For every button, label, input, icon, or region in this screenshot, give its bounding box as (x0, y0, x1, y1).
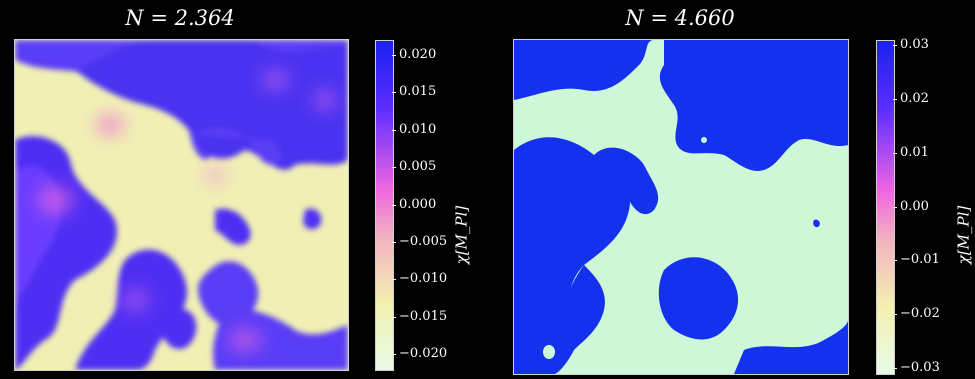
panel-2-colorbar-tick-mark (893, 207, 897, 208)
panel-2-colorbar-tick-mark (893, 99, 897, 100)
panel-1-colorbar-tick-mark (392, 279, 396, 280)
panel-1-field-svg (15, 40, 348, 370)
panel-1-colorbar-tick-mark (392, 92, 396, 93)
panel-2-field-map (513, 39, 849, 375)
panel-1-colorbar-tick-label: 0.000 (399, 197, 437, 212)
panel-2-colorbar-tick-label: −0.03 (900, 360, 940, 375)
panel-1-colorbar-tick-label: 0.015 (399, 84, 437, 99)
panel-2-colorbar-tick-label: 0.00 (900, 199, 929, 214)
panel-1-colorbar-tick-mark (392, 354, 396, 355)
panel-2-colorbar-tick-mark (893, 314, 897, 315)
panel-1-title: N = 2.364 (125, 6, 235, 30)
panel-2-colorbar-tick-mark (893, 45, 897, 46)
panel-1-colorbar-tick-label: 0.020 (399, 47, 437, 62)
panel-2-colorbar-label: χ[M_Pl] (954, 205, 973, 265)
panel-2-colorbar-tick-label: −0.02 (900, 306, 940, 321)
panel-1-colorbar-tick-label: −0.020 (399, 346, 448, 361)
panel-1-colorbar-tick-label: 0.005 (399, 159, 437, 174)
panel-1-colorbar-label: χ[M_Pl] (452, 205, 471, 265)
panel-2-colorbar-tick-mark (893, 368, 897, 369)
panel-1-colorbar-tick-mark (392, 242, 396, 243)
panel-2-colorbar-tick-label: 0.03 (900, 37, 929, 52)
panel-1-field-map (14, 39, 349, 371)
panel-1-colorbar-tick-mark (392, 55, 396, 56)
panel-2-title: N = 4.660 (625, 6, 735, 30)
panel-2-field-svg (514, 40, 848, 374)
panel-1-colorbar-tick-label: 0.010 (399, 122, 437, 137)
panel-1-colorbar-tick-label: −0.015 (399, 309, 448, 324)
panel-2-colorbar-tick-mark (893, 153, 897, 154)
panel-1-colorbar-tick-mark (392, 317, 396, 318)
panel-2-colorbar-tick-label: −0.01 (900, 252, 940, 267)
panel-2-colorbar-tick-label: 0.01 (900, 145, 929, 160)
panel-1-colorbar-tick-mark (392, 167, 396, 168)
panel-1-colorbar-tick-mark (392, 130, 396, 131)
panel-1-colorbar-tick-label: −0.005 (399, 234, 448, 249)
panel-1-colorbar-tick-label: −0.010 (399, 271, 448, 286)
panel-2-colorbar-tick-mark (893, 260, 897, 261)
panel-2-colorbar-tick-label: 0.02 (900, 91, 929, 106)
panel-1-colorbar-tick-mark (392, 205, 396, 206)
